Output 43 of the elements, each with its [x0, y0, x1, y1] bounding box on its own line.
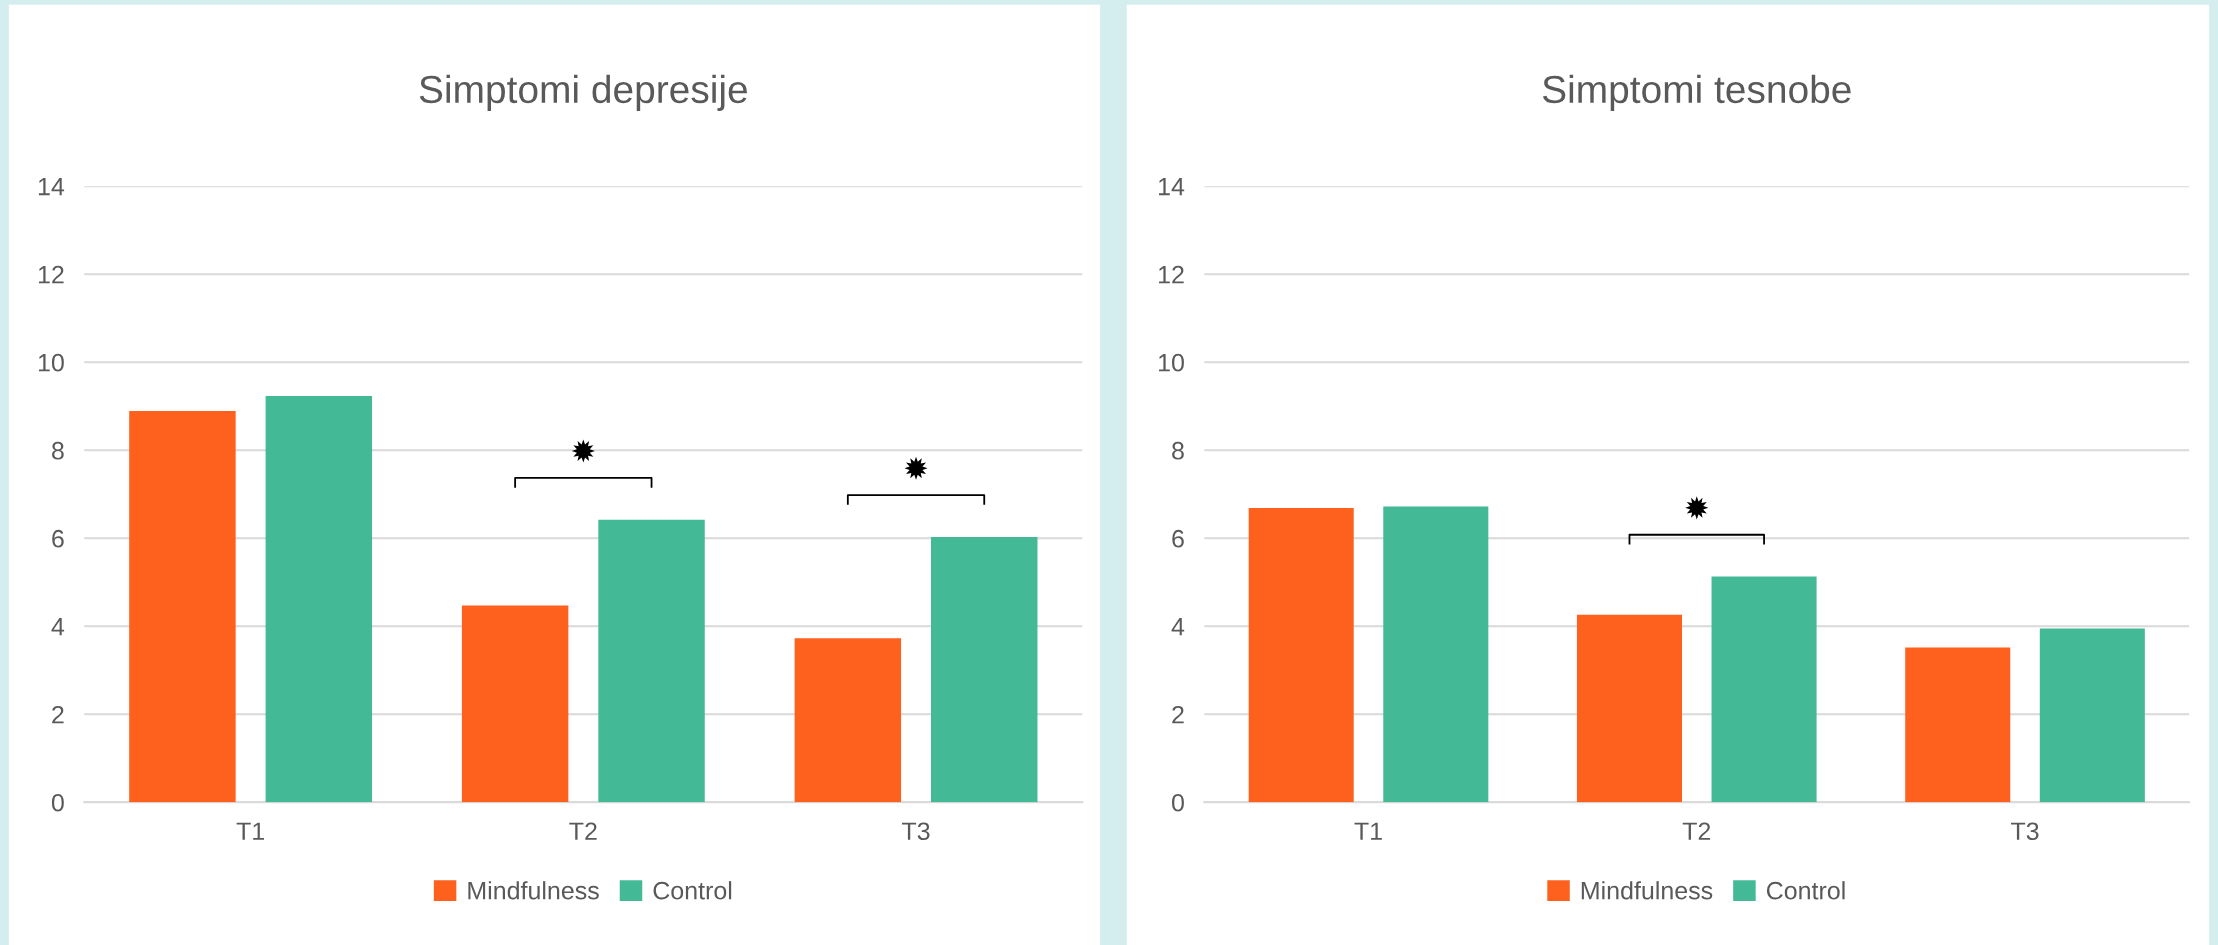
x-tick-label: T3: [902, 822, 930, 841]
legend-label: Mindfulness: [1581, 881, 1713, 900]
bar: [129, 411, 236, 803]
bar: [931, 536, 1038, 803]
legend-label: Mindfulness: [468, 881, 599, 900]
x-tick-label: T1: [1354, 822, 1382, 840]
y-tick-label: 8: [52, 441, 64, 460]
annotation: ✹: [904, 456, 928, 480]
bar: [1383, 506, 1489, 803]
bar: [265, 396, 373, 803]
y-tick-label: 14: [38, 178, 65, 196]
legend-label: Control: [1766, 881, 1845, 900]
bar: [1905, 647, 2011, 803]
chart-title: Simptomi depresije: [419, 74, 747, 111]
annotation: ✹: [571, 439, 595, 463]
y-tick-label: 2: [52, 705, 64, 724]
bar: [1248, 507, 1354, 803]
bar: [2039, 628, 2145, 803]
y-tick-label: 4: [51, 618, 65, 636]
y-tick-label: 2: [1172, 705, 1184, 724]
x-tick-label: T2: [569, 822, 597, 840]
y-tick-label: 14: [1159, 178, 1185, 196]
y-tick-label: 8: [1172, 441, 1184, 460]
y-tick-label: 6: [1172, 529, 1184, 548]
y-tick-label: 0: [1172, 793, 1184, 812]
x-tick-label: T3: [2011, 822, 2039, 841]
bar: [598, 519, 705, 803]
y-tick-label: 6: [52, 529, 64, 548]
x-tick-label: T1: [236, 822, 264, 840]
y-tick-label: 0: [51, 793, 64, 812]
y-tick-label: 10: [38, 353, 64, 372]
x-tick-label: T2: [1682, 822, 1711, 840]
bar: [794, 638, 902, 803]
bar: [1576, 614, 1682, 803]
y-tick-label: 4: [1171, 618, 1185, 636]
y-tick-label: 12: [38, 265, 64, 284]
annotation: ✹: [1685, 496, 1709, 520]
bar: [461, 605, 569, 803]
bar: [1711, 576, 1817, 803]
chart-title: Simptomi tesnobe: [1542, 74, 1851, 111]
y-tick-label: 10: [1159, 353, 1184, 372]
y-tick-label: 12: [1159, 265, 1184, 284]
legend-label: Control: [653, 881, 732, 900]
